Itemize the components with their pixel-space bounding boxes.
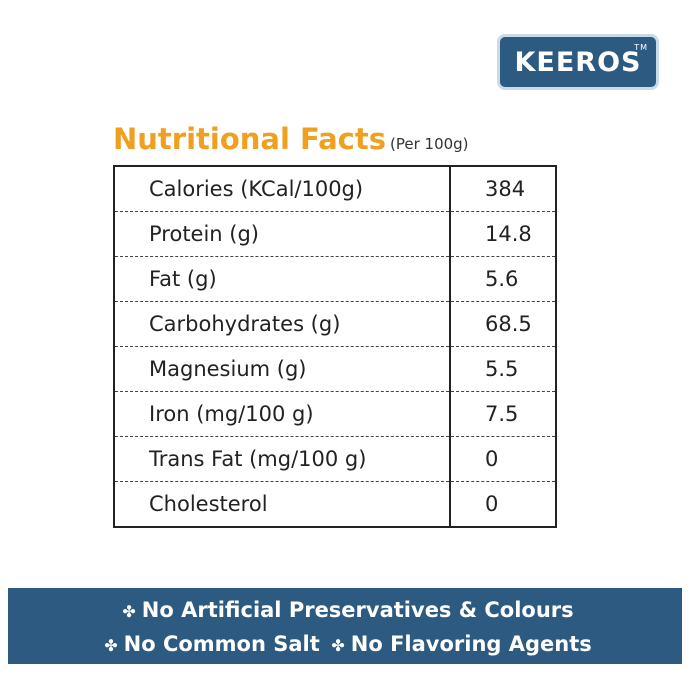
- feature: No Flavoring Agents: [350, 632, 592, 656]
- nutrient-name: Magnesium (g): [114, 346, 450, 392]
- nutrient-value: 0: [449, 436, 556, 482]
- nutrient-name: Calories (KCal/100g): [114, 166, 450, 212]
- nutrient-value: 0: [449, 481, 556, 527]
- title-block: Nutritional Facts (Per 100g): [113, 122, 469, 156]
- nutrient-value: 7.5: [449, 391, 556, 437]
- table-row: Calories (KCal/100g) 384: [114, 166, 556, 212]
- banner-line: ✤ No Common Salt ✤ No Flavoring Agents: [8, 628, 682, 662]
- feature: No Common Salt: [123, 632, 320, 656]
- banner-line: ✤ No Artificial Preservatives & Colours: [8, 594, 682, 628]
- table-row: Protein (g) 14.8: [114, 211, 556, 257]
- table-row: Magnesium (g) 5.5: [114, 346, 556, 392]
- subtitle: (Per 100g): [390, 135, 469, 153]
- nutrient-value: 68.5: [449, 301, 556, 347]
- bullet: ✤: [325, 636, 345, 655]
- nutrient-value: 14.8: [449, 211, 556, 257]
- table-row: Carbohydrates (g) 68.5: [114, 301, 556, 347]
- nutrient-value: 5.6: [449, 256, 556, 302]
- bullet: ✤: [104, 636, 118, 655]
- nutrient-name: Trans Fat (mg/100 g): [114, 436, 450, 482]
- bullet: ✤: [122, 602, 136, 621]
- nutrient-name: Fat (g): [114, 256, 450, 302]
- brand-name: KEEROS: [514, 46, 642, 78]
- title: Nutritional Facts: [113, 122, 386, 156]
- nutrient-name: Cholesterol: [149, 492, 268, 516]
- table-row: Fat (g) 5.6: [114, 256, 556, 302]
- nutrient-value: 384: [449, 166, 556, 212]
- nutrient-name: Iron (mg/100 g): [114, 391, 450, 437]
- feature: No Artificial Preservatives & Colours: [141, 598, 574, 622]
- table-row: Trans Fat (mg/100 g) 0: [114, 436, 556, 482]
- table-row: Cholesterol 0: [114, 481, 556, 527]
- feature-banner: ✤ No Artificial Preservatives & Colours ✤…: [8, 588, 682, 664]
- nutrient-name: Carbohydrates (g): [114, 301, 450, 347]
- brand-logo: KEEROS TM: [497, 34, 659, 90]
- nutrient-name: Protein (g): [114, 211, 450, 257]
- table-row: Iron (mg/100 g) 7.5: [114, 391, 556, 437]
- nutrition-table: Calories (KCal/100g) 384 Protein (g) 14.8 Fa…: [113, 165, 557, 528]
- trademark: TM: [634, 43, 648, 52]
- nutrient-value: 5.5: [449, 346, 556, 392]
